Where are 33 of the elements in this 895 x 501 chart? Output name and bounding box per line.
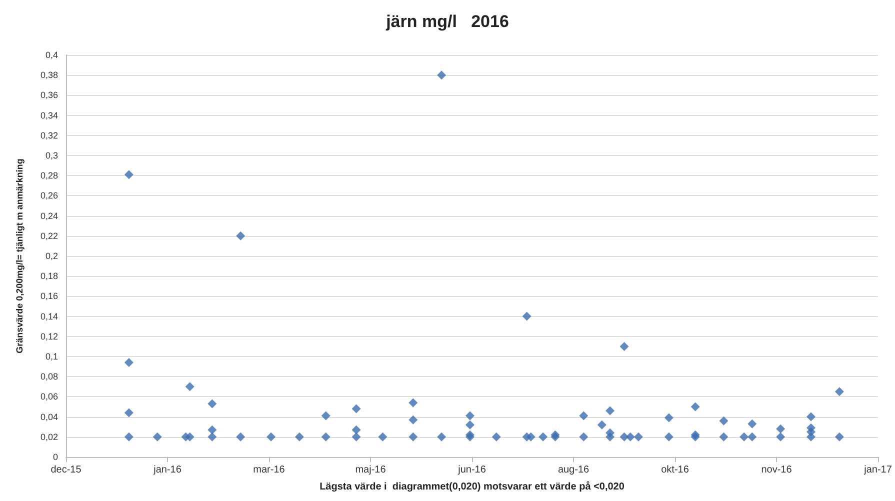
- y-axis-title: Gränsvärde 0,200mg/l= tjänligt m anmärkning: [14, 158, 24, 354]
- y-tick-label: 0,32: [40, 130, 58, 140]
- y-tick-label: 0,34: [40, 110, 58, 120]
- y-tick-label: 0,1: [45, 352, 58, 362]
- y-tick-label: 0,24: [40, 210, 58, 221]
- y-tick-label: 0,3: [45, 150, 58, 160]
- x-tick-label: aug-16: [558, 464, 590, 476]
- x-axis-title: Lägsta värde i diagrammet(0,020) motsvarar ett värde på <0,020: [320, 480, 625, 492]
- y-tick-label: 0,06: [40, 392, 58, 402]
- y-tick-label: 0,14: [40, 311, 58, 322]
- y-tick-label: 0,04: [40, 412, 58, 422]
- x-tick-label: jun-16: [457, 464, 486, 476]
- y-tick-label: 0,16: [40, 291, 58, 302]
- y-tick-label: 0,4: [45, 50, 58, 60]
- x-tick-label: mar-16: [253, 464, 286, 476]
- x-tick-label: jan-16: [152, 464, 182, 476]
- x-tick-label: dec-15: [50, 464, 82, 476]
- y-tick-label: 0,2: [45, 251, 58, 261]
- x-tick-label: jan-17: [863, 464, 892, 476]
- y-tick-label: 0,26: [40, 190, 58, 201]
- x-tick-label: nov-16: [761, 464, 792, 476]
- y-tick-label: 0,28: [40, 170, 58, 181]
- y-tick-label: 0,38: [40, 70, 58, 80]
- y-tick-label: 0,36: [40, 90, 58, 100]
- chart-title: järn mg/l 2016: [385, 12, 509, 31]
- x-tick-label: maj-16: [355, 464, 386, 476]
- y-tick-label: 0,12: [40, 331, 58, 342]
- y-tick-label: 0,08: [40, 372, 58, 382]
- y-tick-label: 0,18: [40, 271, 58, 282]
- y-tick-label: 0: [52, 452, 58, 462]
- y-tick-label: 0,22: [40, 230, 58, 241]
- x-tick-label: okt-16: [661, 464, 690, 476]
- y-tick-label: 0,02: [40, 432, 58, 442]
